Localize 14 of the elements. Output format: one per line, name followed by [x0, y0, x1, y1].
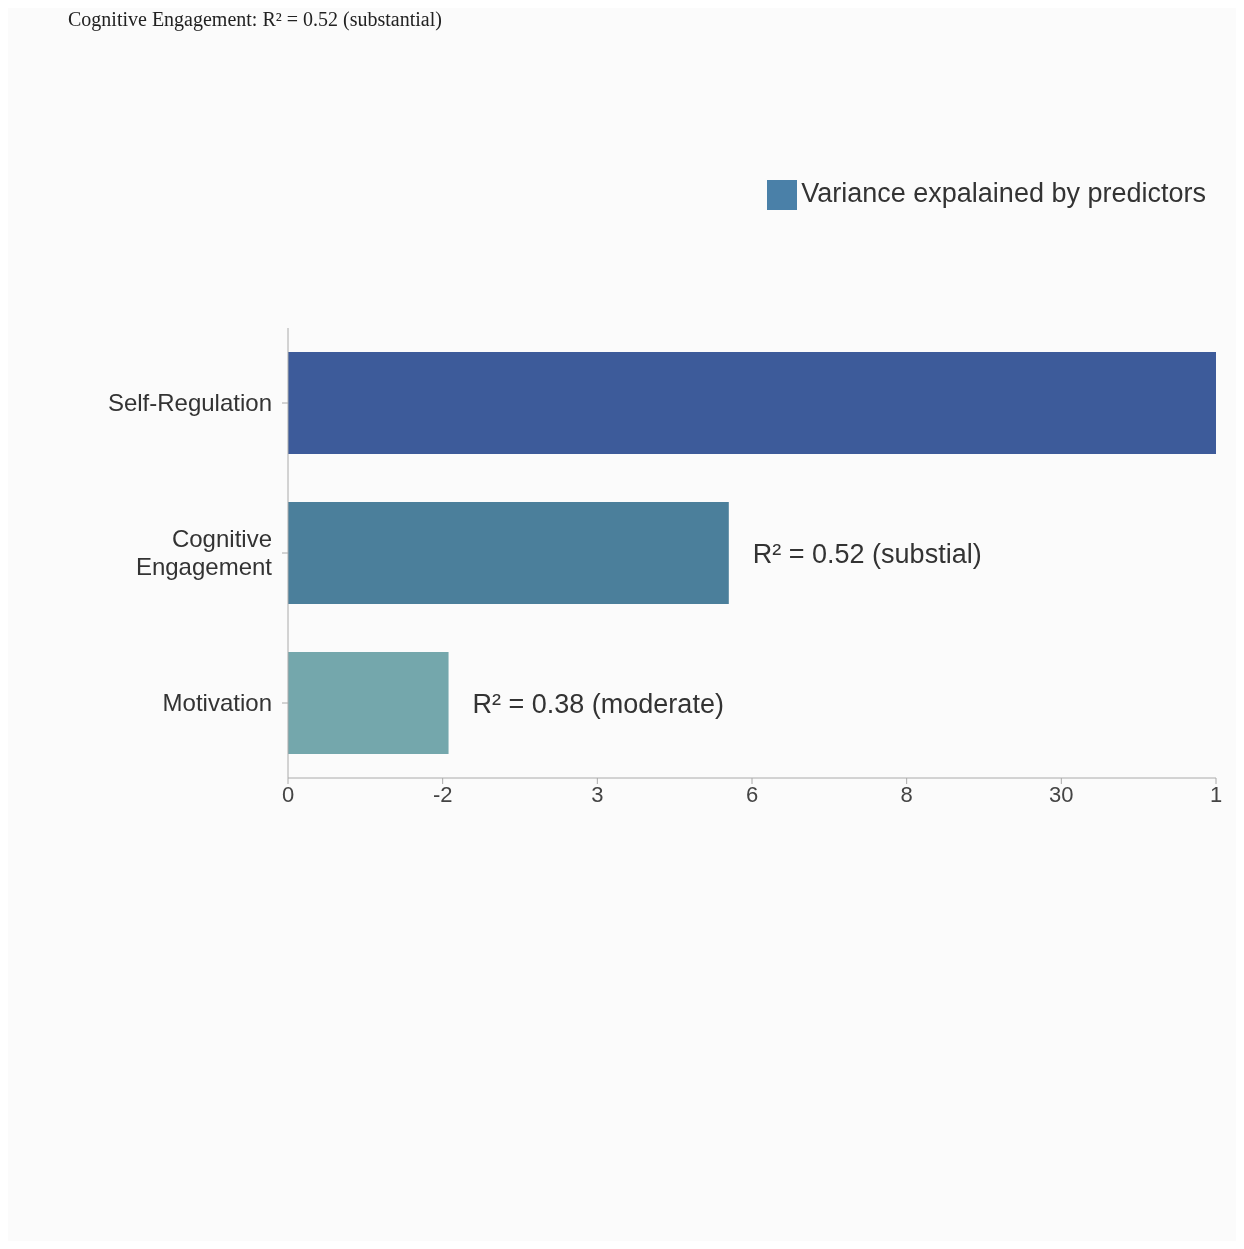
annotation: R² = 0.52 (substial) — [752, 538, 982, 569]
text: 0 — [281, 781, 295, 807]
annotation: R² = 0.38 (moderate) — [472, 688, 724, 719]
legend-label: Variance expalained by predictors — [801, 178, 1206, 208]
text: 3 — [591, 781, 604, 807]
text: 30 — [1049, 781, 1074, 807]
text: 1 — [1209, 781, 1223, 807]
text: 6 — [745, 781, 759, 807]
text: Cognitive Engagement: R² = 0.52 (substantial) — [68, 8, 442, 31]
text: -2 — [432, 781, 453, 807]
y-tick-label: Self-Regulation — [107, 389, 272, 416]
y-tick-label: Motivation — [162, 689, 272, 716]
text: 8 — [900, 781, 913, 807]
y-tick-label: Cognitive Engagement — [135, 525, 273, 580]
